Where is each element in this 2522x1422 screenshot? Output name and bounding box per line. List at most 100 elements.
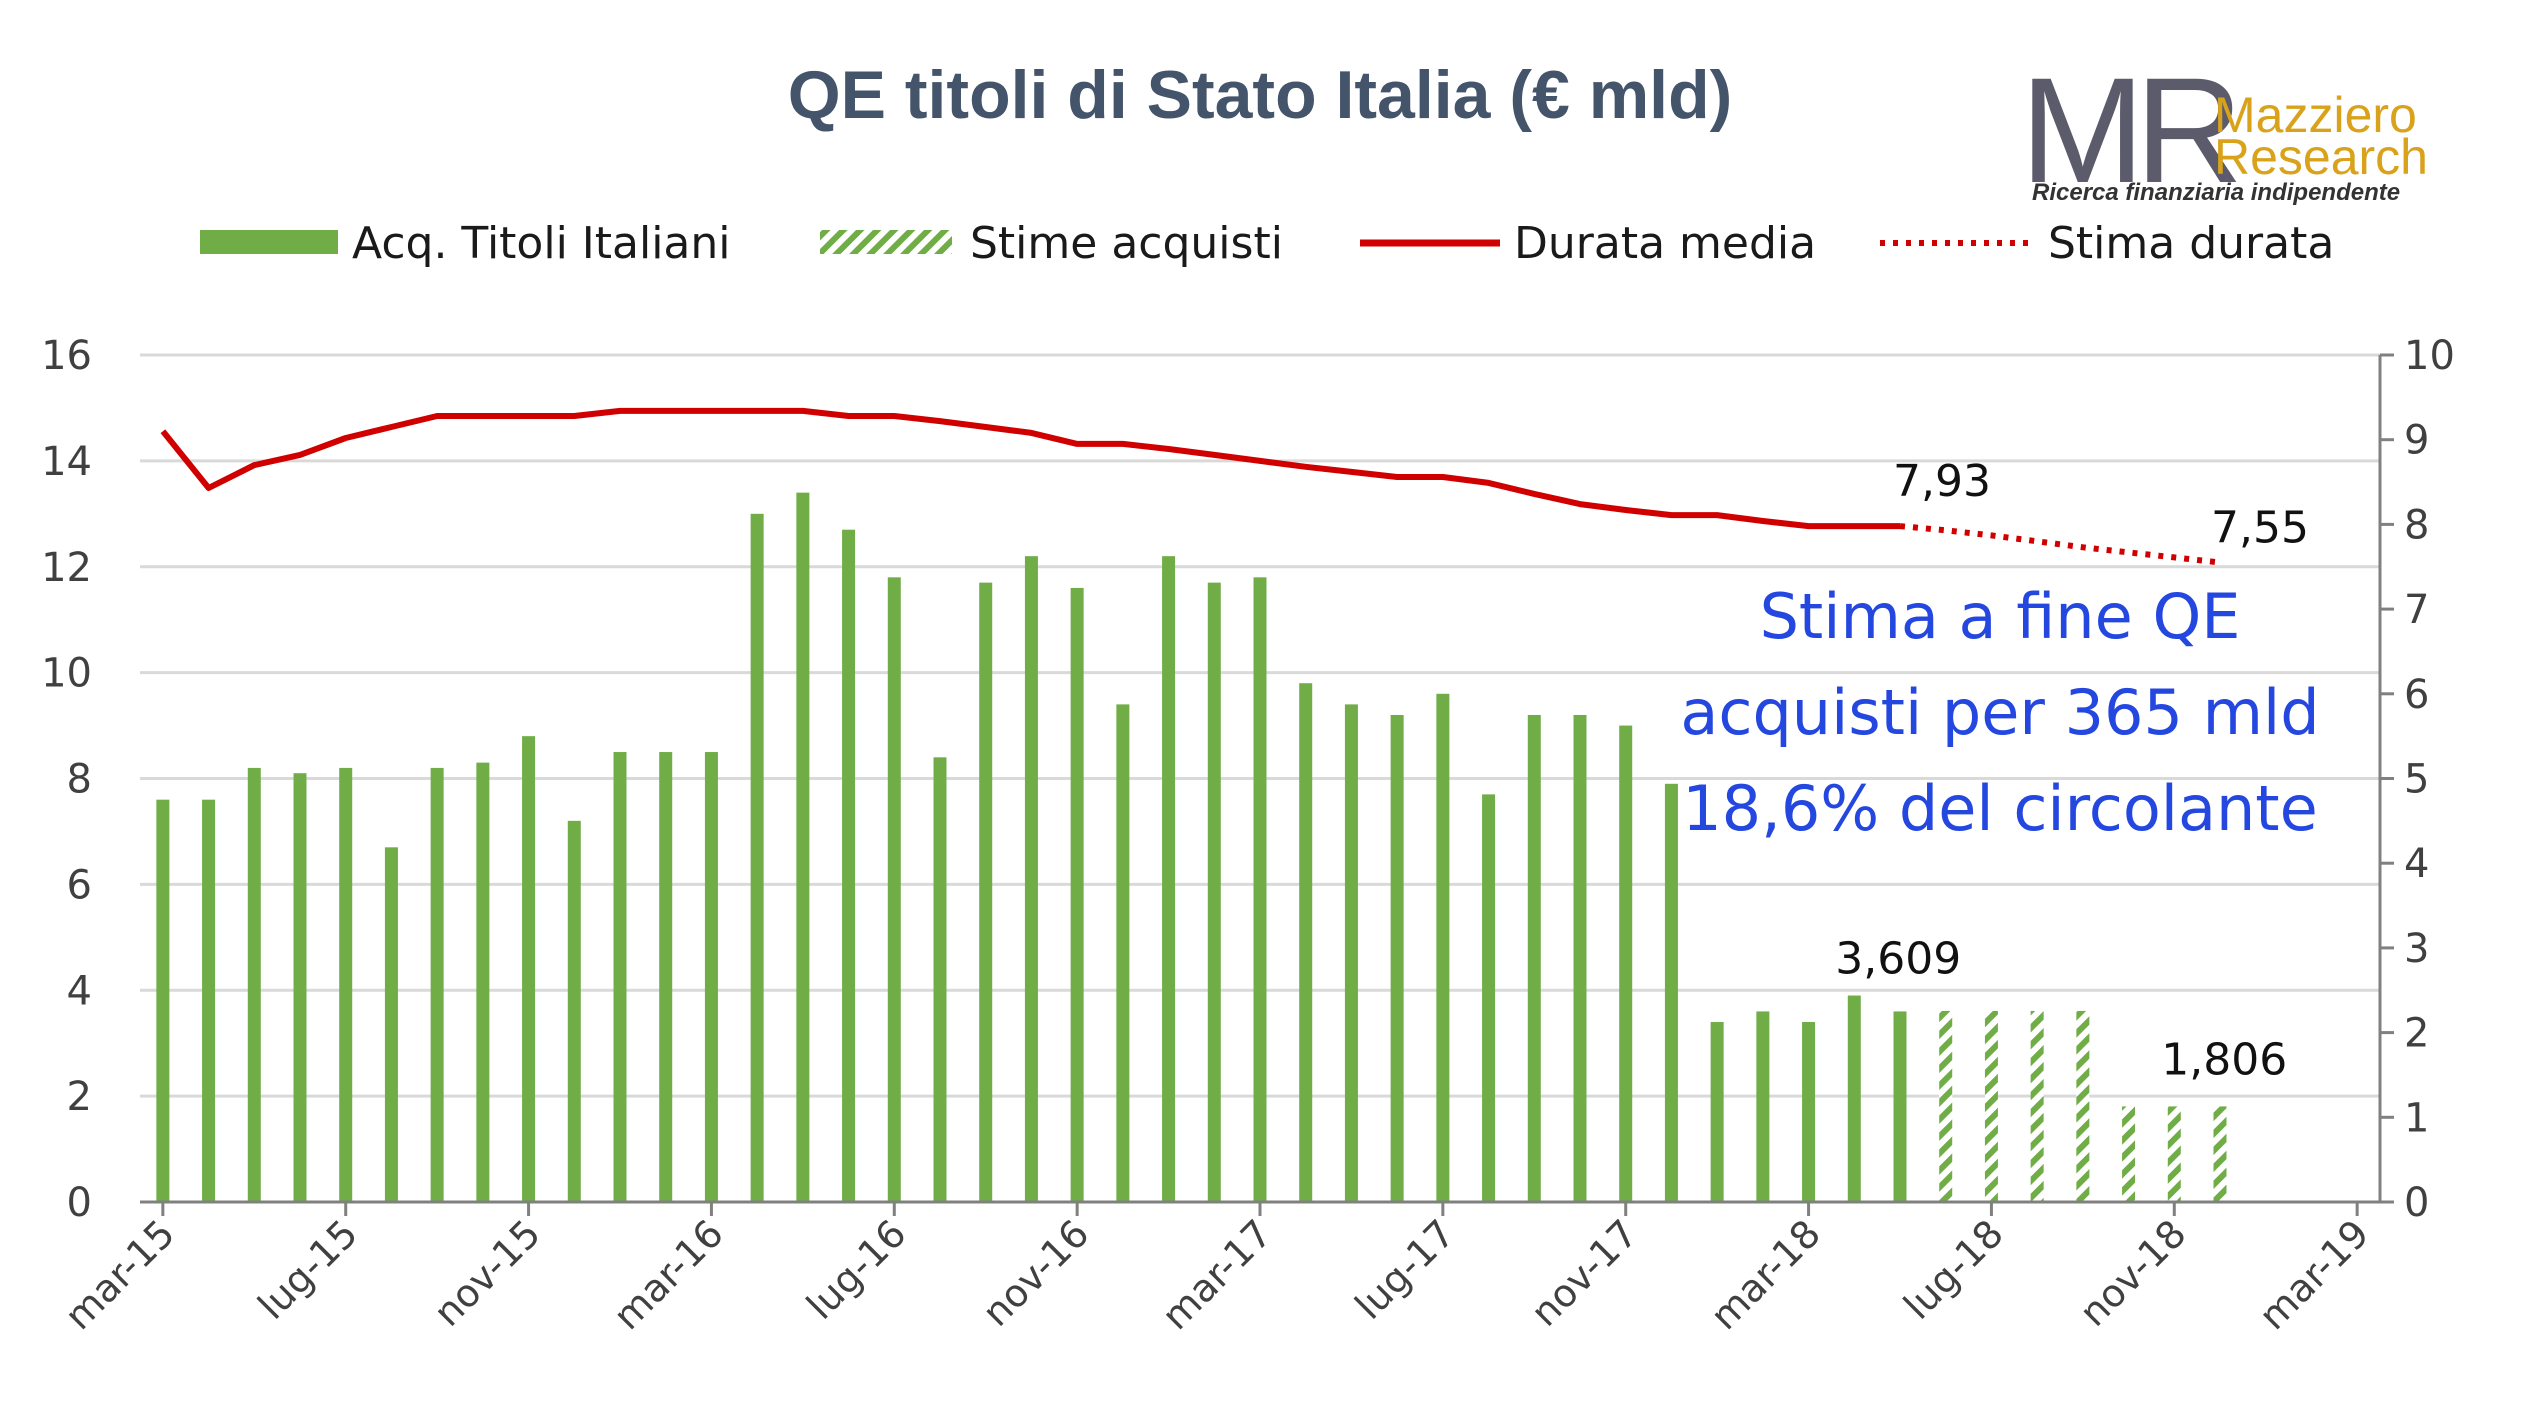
bar-acquisti: [659, 752, 673, 1202]
bar-acquisti: [1893, 1011, 1907, 1202]
bar-acquisti: [384, 847, 398, 1202]
y-right-tick-label: 7: [2404, 587, 2429, 633]
y-left-tick-label: 10: [41, 651, 92, 697]
y-left-tick-label: 16: [41, 333, 92, 379]
note-line-1: Stima a fine QE: [1760, 580, 2241, 653]
bars: [156, 492, 2227, 1202]
bar-stime: [2030, 1010, 2044, 1202]
bar-acquisti: [1390, 714, 1404, 1202]
y-left-tick-label: 4: [67, 968, 92, 1014]
bar-acquisti: [202, 799, 216, 1202]
note: Stima a fine QE acquisti per 365 mld 18,…: [1680, 580, 2319, 845]
data-labels: 7,93 7,55 3,609 1,806: [1835, 456, 2309, 1085]
bar-acquisti: [1162, 556, 1176, 1202]
line-durata-media: [160, 407, 1900, 530]
bar-acquisti: [1116, 704, 1130, 1202]
bar-acquisti: [1207, 582, 1221, 1202]
y-right-tick-label: 0: [2404, 1180, 2429, 1226]
label-bar-3609: 3,609: [1835, 934, 1961, 985]
label-bar-1806: 1,806: [2161, 1034, 2287, 1085]
note-line-2: acquisti per 365 mld: [1680, 676, 2319, 749]
bar-stime: [1984, 1010, 1998, 1202]
bar-acquisti: [1527, 714, 1541, 1202]
bar-acquisti: [1710, 1022, 1724, 1202]
y-right-tick-label: 4: [2404, 841, 2429, 887]
bar-stime: [2213, 1106, 2227, 1202]
bar-acquisti: [156, 799, 170, 1202]
legend: Acq. Titoli Italiani Stime acquisti Dura…: [200, 218, 2334, 269]
y-right-tick-label: 9: [2404, 418, 2429, 464]
bar-stime: [2076, 1010, 2090, 1202]
y-left-tick-label: 12: [41, 545, 92, 591]
bar-acquisti: [430, 767, 444, 1202]
bar-acquisti: [522, 736, 536, 1202]
x-tick-label: mar-16: [605, 1211, 732, 1338]
y-left-tick-label: 0: [67, 1180, 92, 1226]
bar-acquisti: [1573, 714, 1587, 1202]
bar-acquisti: [704, 752, 718, 1202]
bar-acquisti: [567, 820, 581, 1202]
bar-acquisti: [476, 762, 490, 1202]
bar-stime: [1939, 1010, 1953, 1202]
bar-acquisti: [1253, 577, 1267, 1202]
y-right-tick-label: 10: [2404, 333, 2455, 379]
x-tick-label: nov-15: [425, 1211, 549, 1335]
bar-acquisti: [842, 529, 856, 1202]
bar-acquisti: [1482, 794, 1496, 1202]
y-right-tick-label: 1: [2404, 1095, 2429, 1141]
bar-acquisti: [979, 582, 993, 1202]
bar-acquisti: [613, 752, 627, 1202]
x-tick-label: nov-17: [1522, 1211, 1646, 1335]
bar-acquisti: [796, 492, 810, 1202]
logo-name-line2: Research: [2214, 129, 2428, 185]
label-stima-durata-end: 7,55: [2211, 503, 2309, 554]
bar-acquisti: [1299, 683, 1313, 1202]
x-tick-label: mar-18: [1702, 1211, 1829, 1338]
x-tick-label: lug-16: [798, 1211, 915, 1328]
bar-acquisti: [1024, 556, 1038, 1202]
note-line-3: 18,6% del circolante: [1682, 772, 2318, 845]
legend-label-acquisti: Acq. Titoli Italiani: [352, 218, 731, 269]
x-tick-label: lug-15: [250, 1211, 367, 1328]
bar-acquisti: [750, 513, 764, 1202]
y-right-tick-label: 5: [2404, 757, 2429, 803]
label-durata-end: 7,93: [1893, 456, 1991, 507]
bar-acquisti: [1847, 995, 1861, 1202]
bar-stime: [2122, 1106, 2136, 1202]
bar-acquisti: [1802, 1022, 1816, 1202]
logo: MR Mazziero Research Ricerca finanziaria…: [2020, 46, 2428, 214]
bar-acquisti: [1756, 1011, 1770, 1202]
legend-swatch-stime: [820, 230, 952, 254]
x-tick-label: mar-17: [1153, 1211, 1280, 1338]
x-tick-label: nov-18: [2071, 1211, 2195, 1335]
bar-acquisti: [887, 577, 901, 1202]
bar-stime: [2167, 1106, 2181, 1202]
x-tick-label: lug-17: [1347, 1211, 1464, 1328]
bar-acquisti: [1664, 783, 1678, 1202]
chart-title: QE titoli di Stato Italia (€ mld): [788, 57, 1733, 133]
bar-acquisti: [1070, 587, 1084, 1202]
bar-acquisti: [933, 757, 947, 1202]
y-left-tick-label: 14: [41, 439, 92, 485]
y-left-tick-label: 6: [67, 862, 92, 908]
x-tick-label: mar-15: [56, 1211, 183, 1338]
legend-label-stima-durata: Stima durata: [2048, 218, 2334, 269]
logo-tagline: Ricerca finanziaria indipendente: [2032, 179, 2400, 206]
y-right-tick-label: 6: [2404, 672, 2429, 718]
legend-label-durata: Durata media: [1514, 218, 1816, 269]
lines: [160, 407, 2221, 566]
y-right-tick-label: 2: [2404, 1011, 2429, 1057]
logo-mark: MR: [2020, 46, 2237, 214]
y-left-tick-label: 2: [67, 1074, 92, 1120]
x-tick-label: nov-16: [974, 1211, 1098, 1335]
logo-name-line1: Mazziero: [2214, 87, 2417, 143]
bar-acquisti: [293, 773, 307, 1202]
bar-acquisti: [1436, 693, 1450, 1202]
bar-acquisti: [1344, 704, 1358, 1202]
bar-acquisti: [247, 767, 261, 1202]
x-tick-label: lug-18: [1895, 1211, 2012, 1328]
bar-acquisti: [1619, 725, 1633, 1202]
y-right-tick-label: 8: [2404, 502, 2429, 548]
